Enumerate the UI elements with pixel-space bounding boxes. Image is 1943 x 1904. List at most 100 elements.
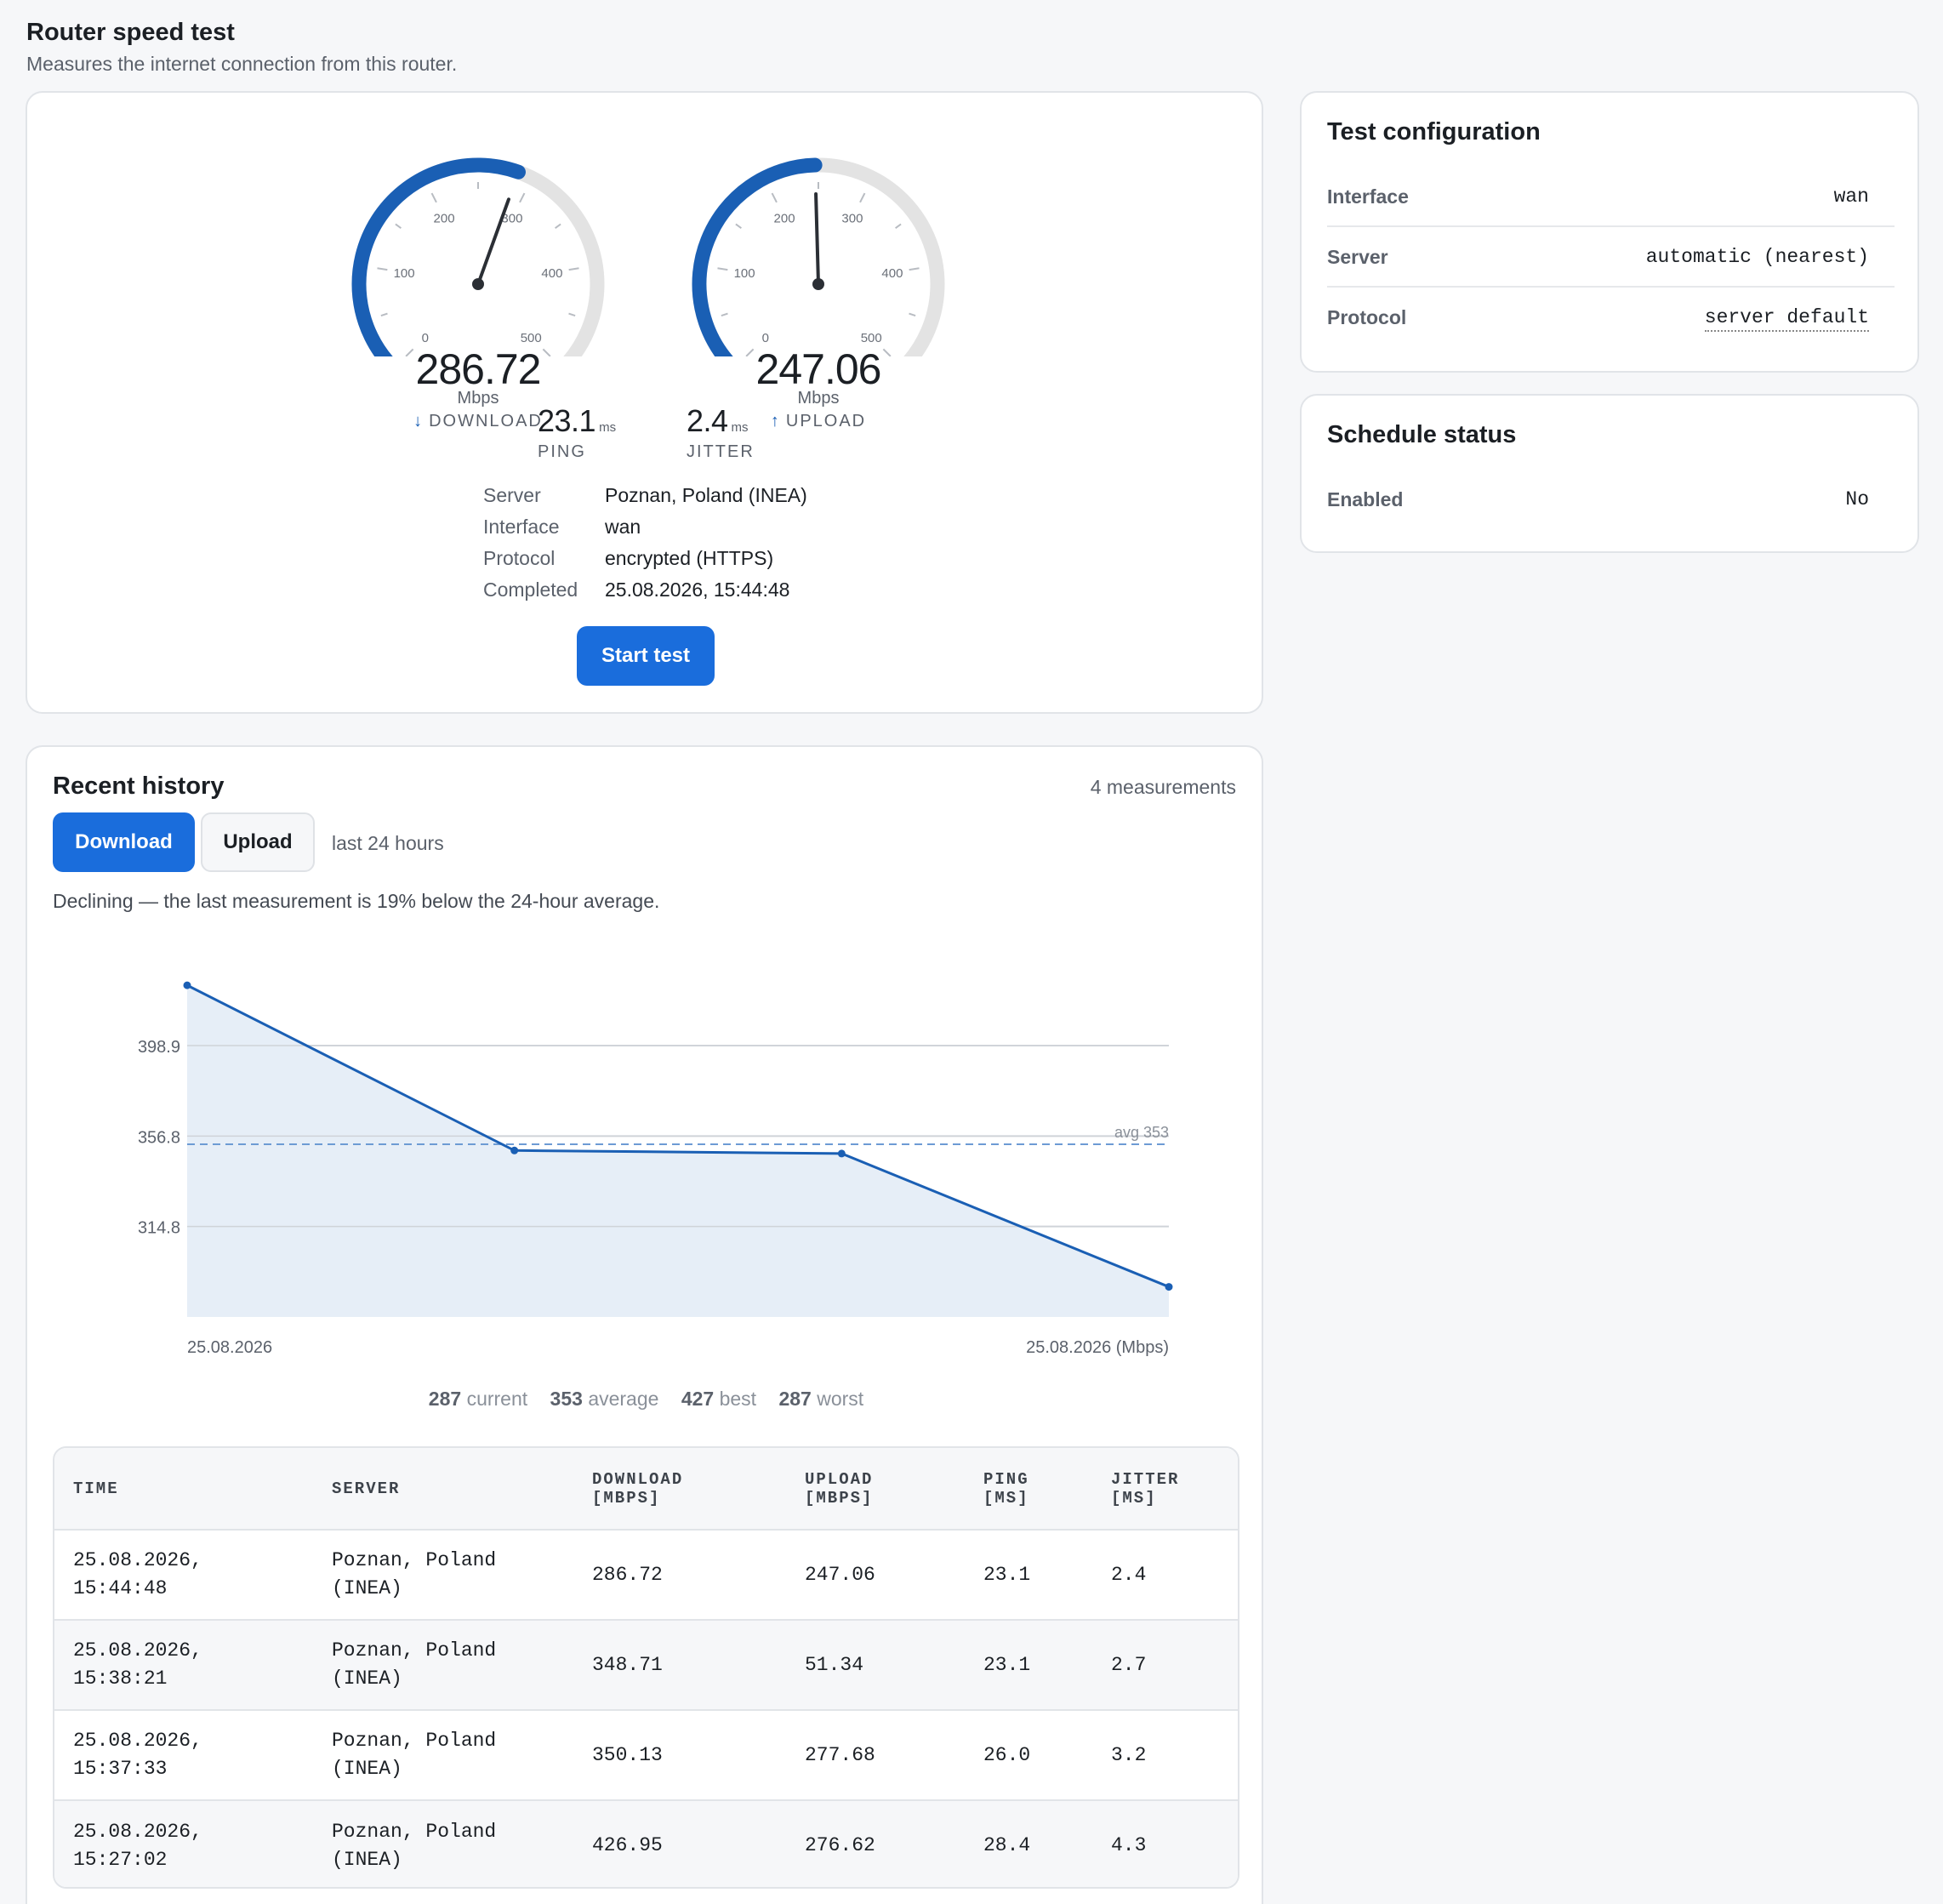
upload-label: ↑ UPLOAD xyxy=(657,412,980,431)
page-title: Router speed test xyxy=(26,19,235,46)
download-gauge-dial: 0 100 200 300 400 500 xyxy=(351,157,605,356)
detail-key: Protocol xyxy=(483,547,556,569)
table-row: 25.08.2026, 15:27:02 Poznan, Poland (INEA… xyxy=(54,1800,1238,1887)
cell-jitter: 3.2 xyxy=(1111,1743,1147,1766)
ping-metric: 23.1 ms PING xyxy=(538,403,616,462)
cell-server: Poznan, Poland (INEA) xyxy=(332,1820,497,1871)
download-gauge: 0 100 200 300 400 500 286.72 Mbps ↓ DOWNLOAD xyxy=(316,135,640,493)
cell-server: Poznan, Poland (INEA) xyxy=(332,1549,497,1599)
stat-label: current xyxy=(466,1388,528,1410)
gauge-tick-label: 400 xyxy=(541,266,562,281)
config-interface-value[interactable]: wan xyxy=(1833,185,1869,208)
config-protocol-value[interactable]: server default xyxy=(1704,306,1869,332)
cell-download: 286.72 xyxy=(592,1563,663,1586)
history-table: TIME SERVER DOWNLOAD [MBPS] UPLOAD [MBPS] PI… xyxy=(53,1446,1239,1889)
cell-time: 25.08.2026, 15:38:21 xyxy=(73,1639,202,1690)
download-unit: Mbps xyxy=(457,389,499,408)
gauge-tick-label: 200 xyxy=(434,212,455,226)
gauge-tick xyxy=(555,223,561,229)
history-table-grid: TIME SERVER DOWNLOAD [MBPS] UPLOAD [MBPS] PI… xyxy=(54,1448,1238,1887)
gauge-tick-label: 0 xyxy=(762,331,769,345)
schedule-row-enabled: Enabled No xyxy=(1327,470,1895,530)
gauge-tick-label: 500 xyxy=(861,331,882,345)
schedule-status-card: Schedule status Enabled No xyxy=(1300,394,1919,553)
column-header: UPLOAD [MBPS] xyxy=(805,1469,874,1508)
cell-download: 350.13 xyxy=(592,1743,663,1766)
stat-worst: 287 worst xyxy=(778,1388,863,1410)
stat-average: 353 average xyxy=(550,1388,659,1410)
gauge-tick xyxy=(745,348,755,356)
gauge-fill xyxy=(351,157,526,356)
config-server-value[interactable]: automatic (nearest) xyxy=(1645,246,1869,268)
config-row-server: Server automatic (nearest) xyxy=(1327,227,1895,288)
stat-value: 287 xyxy=(428,1388,462,1410)
cell-ping: 23.1 xyxy=(983,1563,1031,1586)
jitter-label: JITTER xyxy=(687,442,755,461)
cell-download: 426.95 xyxy=(592,1834,663,1856)
column-header: PING [MS] xyxy=(983,1469,1029,1508)
detail-key: Server xyxy=(483,484,541,506)
ping-value: 23.1 xyxy=(538,403,596,438)
gauge-tick xyxy=(859,192,866,203)
stat-current: 287 current xyxy=(429,1388,527,1410)
column-header: SERVER xyxy=(332,1479,401,1498)
stat-value: 427 xyxy=(681,1388,715,1410)
y-tick-label: 356.8 xyxy=(138,1128,180,1147)
x-label-start: 25.08.2026 xyxy=(187,1338,272,1357)
recent-history-card: Recent history 4 measurements Download U… xyxy=(26,745,1263,1904)
cell-ping: 28.4 xyxy=(983,1834,1031,1856)
y-tick-label: 398.9 xyxy=(138,1038,180,1057)
jitter-value: 2.4 xyxy=(687,403,728,438)
table-row: 25.08.2026, 15:37:33 Poznan, Poland (INEA… xyxy=(54,1710,1238,1800)
series-line xyxy=(186,983,1170,1288)
stat-label: average xyxy=(588,1388,659,1410)
gauge-tick xyxy=(717,267,728,271)
result-card: 0 100 200 300 400 500 286.72 Mbps ↓ DOWNLOAD 0… xyxy=(26,91,1263,714)
tab-upload[interactable]: Upload xyxy=(201,812,315,872)
upload-value: 247.06 xyxy=(755,345,882,393)
stat-best: 427 best xyxy=(681,1388,756,1410)
table-body: 25.08.2026, 15:44:48 Poznan, Poland (INEA… xyxy=(54,1530,1238,1887)
start-test-button[interactable]: Start test xyxy=(577,626,715,686)
tab-download[interactable]: Download xyxy=(53,812,195,872)
gauge-tick xyxy=(430,192,437,203)
download-value: 286.72 xyxy=(415,345,542,393)
schedule-title: Schedule status xyxy=(1327,421,1517,448)
gauge-tick-label: 0 xyxy=(422,331,429,345)
gauge-tick xyxy=(882,348,892,356)
cell-server: Poznan, Poland (INEA) xyxy=(332,1730,497,1780)
data-point xyxy=(837,1149,846,1158)
schedule-enabled-value: No xyxy=(1845,488,1869,510)
config-key: Server xyxy=(1327,246,1388,268)
measurement-count: 4 measurements xyxy=(1090,776,1236,798)
detail-row-server: Server Poznan, Poland (INEA) xyxy=(483,484,807,516)
table-row: 25.08.2026, 15:44:48 Poznan, Poland (INEA… xyxy=(54,1530,1238,1620)
detail-row-completed: Completed 25.08.2026, 15:44:48 xyxy=(483,579,807,610)
cell-jitter: 2.7 xyxy=(1111,1653,1147,1676)
gauge-hub xyxy=(472,278,484,290)
config-key: Protocol xyxy=(1327,306,1407,328)
stat-label: worst xyxy=(817,1388,864,1410)
upload-gauge: 0 100 200 300 400 500 247.06 Mbps ↑ UPLOAD xyxy=(657,135,980,493)
area-fill xyxy=(187,985,1169,1317)
download-caption: DOWNLOAD xyxy=(429,412,543,430)
gauge-tick xyxy=(735,223,742,229)
history-stats: 287 current 353 average 427 best 287 wor… xyxy=(27,1388,1265,1411)
config-key: Interface xyxy=(1327,185,1409,208)
trend-summary: Declining — the last measurement is 19% … xyxy=(53,890,660,912)
gauge-tick-label: 100 xyxy=(394,266,415,281)
cell-ping: 26.0 xyxy=(983,1743,1031,1766)
ping-unit: ms xyxy=(599,420,617,435)
y-tick-label: 314.8 xyxy=(138,1219,180,1238)
jitter-metric: 2.4 ms JITTER xyxy=(687,403,755,462)
upload-gauge-dial: 0 100 200 300 400 500 xyxy=(692,157,945,356)
gauge-tick xyxy=(771,192,778,203)
gauge-hub xyxy=(812,278,824,290)
page-subtitle: Measures the internet connection from th… xyxy=(26,53,458,75)
jitter-unit: ms xyxy=(731,420,749,435)
gauge-tick xyxy=(395,223,402,229)
gauge-needle xyxy=(476,197,510,286)
config-row-protocol: Protocol server default xyxy=(1327,288,1895,348)
detail-row-protocol: Protocol encrypted (HTTPS) xyxy=(483,547,807,579)
